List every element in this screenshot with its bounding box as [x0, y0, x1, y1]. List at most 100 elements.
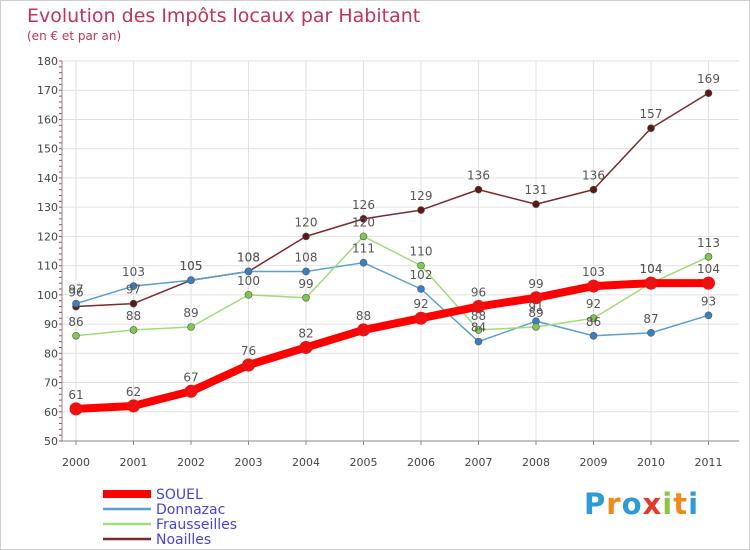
series-line-frausseilles	[75, 235, 710, 337]
data-point-frausseilles	[474, 326, 483, 334]
y-tick-label: 150	[37, 143, 58, 156]
x-tick-label: 2011	[695, 456, 723, 469]
y-tick-label: 60	[44, 406, 58, 419]
data-label-souel: 104	[697, 262, 720, 276]
data-label-noailles: 136	[582, 169, 605, 183]
data-label-frausseilles: 120	[352, 215, 375, 229]
data-label-frausseilles: 86	[68, 315, 83, 329]
data-label-donnazac: 87	[643, 312, 658, 326]
x-tick-label: 2001	[120, 456, 148, 469]
data-label-souel: 96	[471, 286, 486, 300]
y-tick-label: 80	[44, 347, 58, 360]
y-tick-label: 50	[44, 435, 58, 448]
data-point-noailles	[359, 215, 368, 223]
data-label-donnazac: 86	[586, 315, 601, 329]
data-label-frausseilles: 88	[126, 309, 141, 323]
data-label-noailles: 169	[697, 72, 720, 86]
data-label-donnazac: 102	[410, 268, 433, 282]
data-point-souel	[357, 323, 370, 337]
data-label-frausseilles: 88	[471, 309, 486, 323]
data-point-donnazac	[244, 267, 253, 276]
data-point-noailles	[647, 124, 655, 133]
series-line-donnazac	[75, 261, 710, 343]
y-tick-label: 100	[37, 289, 58, 302]
data-point-donnazac	[302, 267, 310, 276]
data-label-frausseilles: 104	[640, 262, 663, 276]
x-tick-label: 2006	[407, 456, 435, 469]
logo-letter: o	[621, 487, 643, 521]
data-point-souel	[529, 291, 543, 305]
data-point-noailles	[589, 185, 598, 194]
data-point-souel	[702, 276, 715, 290]
data-point-souel	[587, 279, 600, 293]
data-label-donnazac: 84	[471, 321, 486, 335]
data-label-frausseilles: 100	[237, 274, 260, 288]
data-label-donnazac: 105	[180, 259, 203, 273]
data-point-noailles	[532, 200, 540, 209]
chart-title: Evolution des Impôts locaux par Habitant	[27, 5, 421, 27]
data-label-donnazac: 103	[122, 265, 145, 279]
data-label-donnazac: 93	[701, 294, 716, 308]
legend-label-donnazac: Donnazac	[156, 502, 225, 518]
data-point-donnazac	[187, 276, 195, 285]
data-point-frausseilles	[417, 261, 425, 270]
x-tick-label: 2002	[177, 456, 205, 469]
data-label-souel: 82	[298, 326, 313, 340]
grid	[62, 60, 739, 442]
data-point-frausseilles	[72, 331, 80, 340]
data-label-donnazac: 108	[237, 250, 260, 264]
x-tick-label: 2000	[62, 456, 90, 469]
data-point-souel	[414, 311, 428, 325]
y-tick-label: 70	[44, 377, 58, 390]
y-tick-label: 110	[37, 260, 58, 273]
data-point-donnazac	[589, 331, 598, 340]
data-label-souel: 104	[640, 262, 663, 276]
logo-letter: x	[642, 487, 663, 521]
plot-area	[62, 61, 739, 441]
data-point-noailles	[302, 232, 310, 241]
data-label-donnazac: 108	[295, 250, 318, 264]
data-point-frausseilles	[532, 323, 540, 331]
data-label-frausseilles: 110	[410, 245, 433, 259]
data-point-donnazac	[359, 258, 368, 267]
y-tick-label: 140	[37, 172, 58, 185]
x-tick-label: 2004	[292, 456, 320, 469]
data-point-donnazac	[72, 299, 80, 308]
legend-label-frausseilles: Frausseilles	[156, 517, 237, 533]
data-point-donnazac	[129, 282, 138, 290]
data-point-donnazac	[704, 311, 713, 320]
data-point-souel	[69, 402, 83, 416]
data-point-souel	[644, 276, 658, 290]
y-tick-label: 120	[37, 230, 58, 243]
y-tick-label: 160	[37, 113, 58, 126]
y-tick-label: 180	[37, 55, 58, 68]
x-tick-label: 2005	[350, 456, 378, 469]
data-label-noailles: 136	[467, 169, 490, 183]
series-line-noailles	[75, 92, 710, 308]
axes: 50 60 70 80 90 100 110 120 130 140 150 160 170 180 200…	[37, 55, 739, 469]
data-label-souel: 62	[126, 385, 141, 399]
x-tick-label: 2003	[235, 456, 263, 469]
data-label-noailles: 129	[410, 189, 433, 203]
data-label-souel: 99	[528, 277, 543, 291]
data-point-frausseilles	[244, 291, 253, 299]
y-tick-label: 170	[37, 84, 58, 97]
data-label-frausseilles: 89	[528, 306, 543, 320]
x-tick-label: 2007	[465, 456, 493, 469]
data-point-donnazac	[474, 337, 483, 346]
data-point-souel	[242, 358, 255, 372]
data-point-frausseilles	[704, 253, 713, 261]
legend-label-souel: SOUEL	[156, 487, 203, 503]
y-tick-label: 130	[37, 201, 58, 214]
data-point-frausseilles	[359, 232, 368, 241]
chart-subtitle: (en € et par an)	[27, 29, 122, 43]
legend-label-noailles: Noailles	[156, 532, 211, 548]
logo-letter: i	[662, 487, 674, 521]
logo-letter: P	[584, 487, 607, 521]
data-label-souel: 76	[241, 344, 256, 358]
data-label-noailles: 126	[352, 198, 375, 212]
data-label-frausseilles: 89	[183, 306, 198, 320]
